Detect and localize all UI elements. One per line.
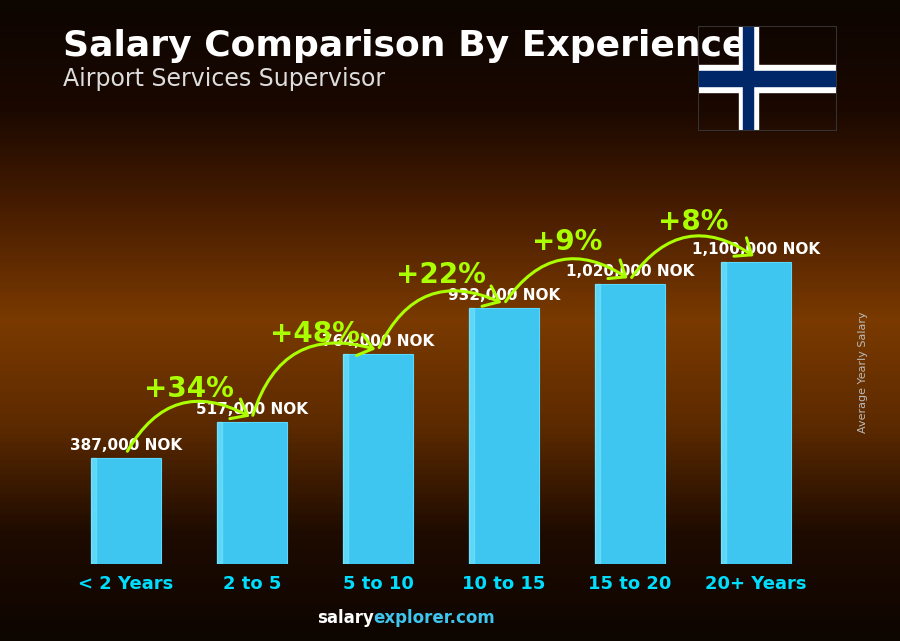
Text: +8%: +8% <box>658 208 728 236</box>
Text: 932,000 NOK: 932,000 NOK <box>448 288 560 303</box>
Text: +22%: +22% <box>396 260 486 288</box>
Text: Salary Comparison By Experience: Salary Comparison By Experience <box>63 29 746 63</box>
FancyArrowPatch shape <box>379 286 500 347</box>
Bar <box>743 26 753 131</box>
Text: 387,000 NOK: 387,000 NOK <box>70 438 182 453</box>
Bar <box>595 284 664 564</box>
Text: salary: salary <box>317 609 373 627</box>
FancyArrowPatch shape <box>128 399 248 451</box>
FancyArrowPatch shape <box>506 259 626 302</box>
Bar <box>721 262 790 564</box>
Bar <box>92 458 95 564</box>
Text: +34%: +34% <box>144 375 234 403</box>
Text: +48%: +48% <box>270 320 360 348</box>
Bar <box>469 308 538 564</box>
Bar <box>739 26 758 131</box>
Bar <box>217 422 221 564</box>
Bar <box>217 422 286 564</box>
Bar <box>92 458 160 564</box>
Bar <box>469 308 473 564</box>
Bar <box>343 354 347 564</box>
Bar <box>595 284 599 564</box>
FancyArrowPatch shape <box>632 236 752 278</box>
Text: +9%: +9% <box>532 228 602 256</box>
Bar <box>721 262 725 564</box>
Bar <box>698 71 837 87</box>
Text: 1,100,000 NOK: 1,100,000 NOK <box>692 242 820 257</box>
Text: 517,000 NOK: 517,000 NOK <box>196 402 308 417</box>
FancyArrowPatch shape <box>253 334 373 415</box>
Bar <box>343 354 412 564</box>
Text: 1,020,000 NOK: 1,020,000 NOK <box>566 264 694 279</box>
Text: Airport Services Supervisor: Airport Services Supervisor <box>63 67 385 91</box>
Text: explorer.com: explorer.com <box>374 609 495 627</box>
Text: 764,000 NOK: 764,000 NOK <box>322 334 434 349</box>
Text: Average Yearly Salary: Average Yearly Salary <box>859 311 868 433</box>
Bar <box>698 65 837 92</box>
